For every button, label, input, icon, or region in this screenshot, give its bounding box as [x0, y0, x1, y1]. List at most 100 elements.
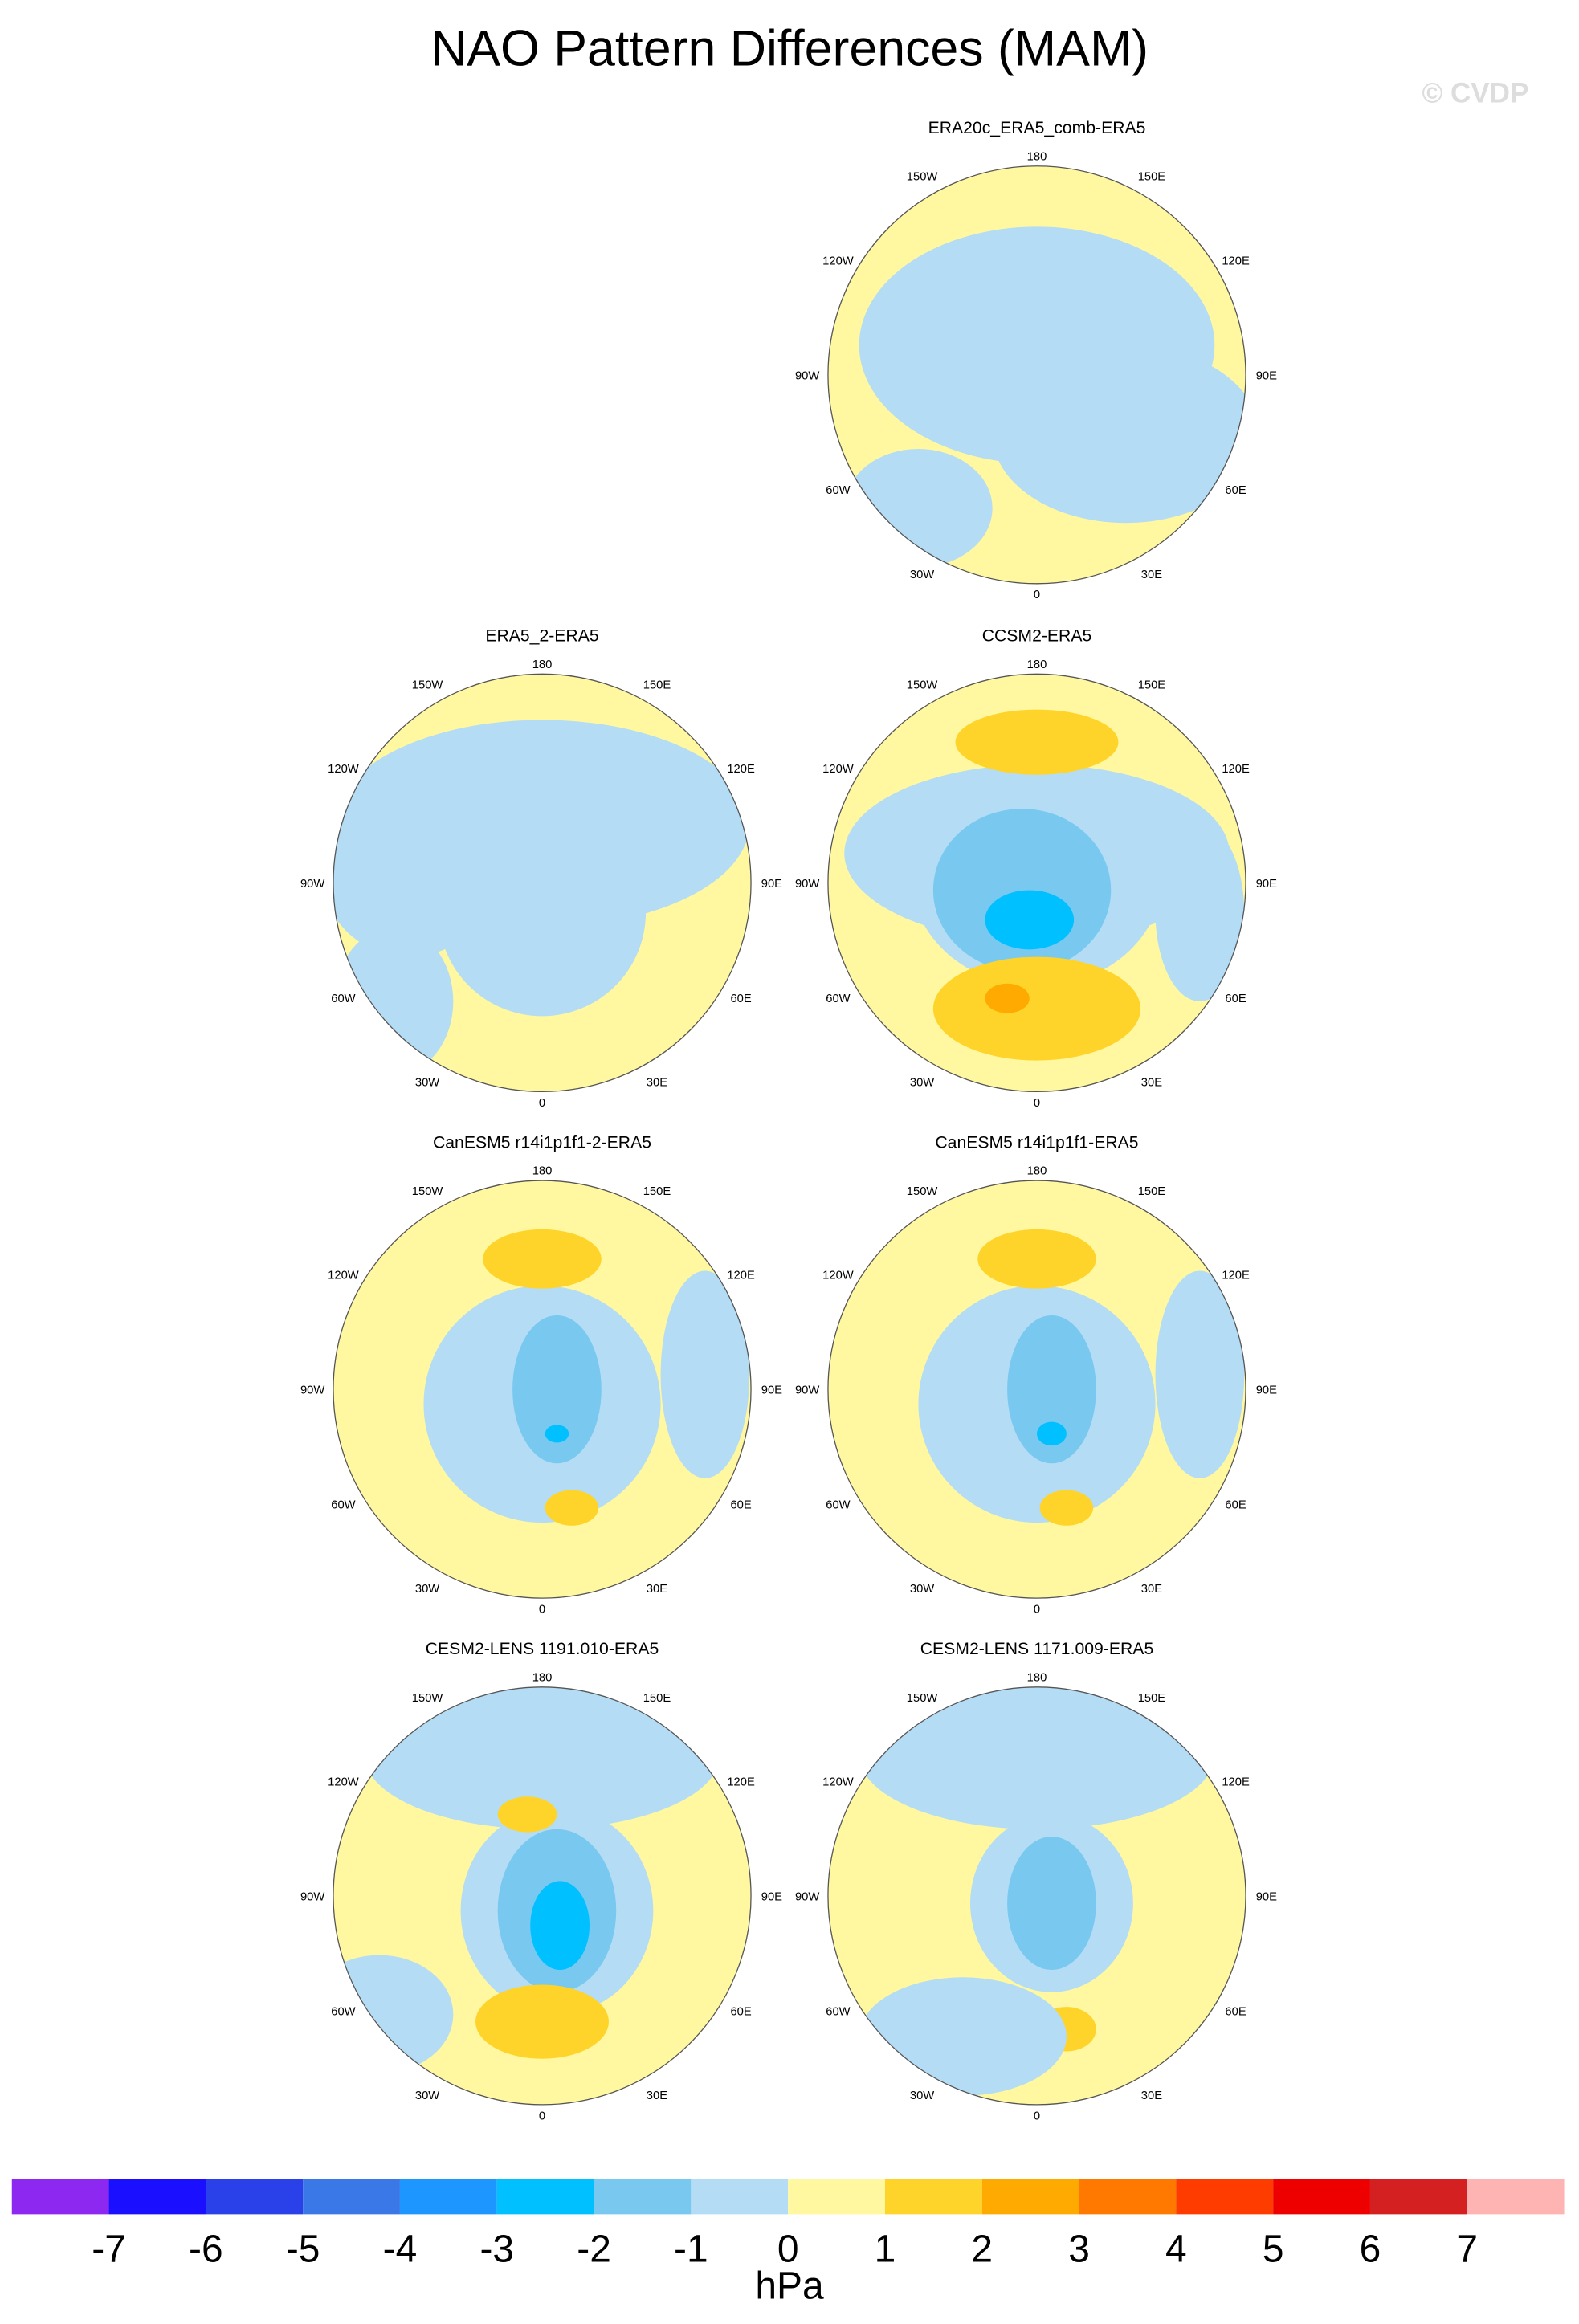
longitude-label: 120E	[1222, 1776, 1250, 1788]
colorbar-box	[594, 2179, 692, 2215]
anomaly-region	[333, 1955, 454, 2074]
longitude-label: 60W	[331, 993, 355, 1005]
longitude-label: 0	[1034, 1604, 1040, 1617]
longitude-label: 30W	[415, 1583, 439, 1596]
longitude-label: 0	[539, 2110, 545, 2122]
colorbar-box	[1369, 2179, 1467, 2215]
longitude-label: 90E	[1256, 1384, 1277, 1397]
longitude-label: 150E	[643, 1185, 671, 1198]
longitude-label: 120E	[727, 763, 755, 776]
longitude-label: 120W	[822, 255, 854, 267]
longitude-label: 90W	[795, 1890, 819, 1903]
colorbar-tick-label: -2	[577, 2228, 611, 2270]
longitude-label: 150W	[907, 171, 938, 184]
longitude-label: 120W	[822, 1270, 854, 1282]
anomaly-region	[881, 330, 1015, 420]
longitude-label: 150E	[1138, 1185, 1166, 1198]
map-body	[333, 1686, 752, 2105]
map-panel: CESM2-LENS 1171.009-ERA5 180 150E 120E 90E 60…	[795, 1640, 1277, 2122]
longitude-label: 120E	[727, 1270, 755, 1282]
longitude-label: 120W	[328, 763, 359, 776]
map-body	[827, 1180, 1246, 1599]
colorbar-box	[884, 2179, 982, 2215]
longitude-label: 120W	[328, 1776, 359, 1788]
longitude-label: 180	[1027, 1165, 1047, 1178]
anomaly-region	[545, 1425, 569, 1443]
longitude-label: 150E	[643, 1692, 671, 1705]
colorbar-box	[1467, 2179, 1565, 2215]
longitude-label: 90E	[761, 1384, 782, 1397]
longitude-label: 150E	[1138, 1692, 1166, 1705]
anomaly-region	[859, 1686, 1215, 1829]
colorbar-tick-label: 4	[1165, 2228, 1187, 2270]
longitude-label: 0	[539, 1604, 545, 1617]
anomaly-region	[1155, 1270, 1245, 1478]
anomaly-region	[1155, 823, 1245, 1001]
longitude-label: 180	[1027, 658, 1047, 671]
anomaly-region	[985, 890, 1075, 950]
longitude-label: 90W	[300, 1890, 324, 1903]
longitude-label: 120W	[822, 763, 854, 776]
map-border	[333, 673, 752, 1093]
longitude-label: 60W	[331, 1499, 355, 1512]
map-border	[333, 1180, 752, 1599]
map-body	[333, 674, 752, 1092]
colorbar-box	[1079, 2179, 1177, 2215]
colorbar-box	[496, 2179, 594, 2215]
anomaly-region	[1007, 1837, 1096, 1971]
longitude-label: 60W	[826, 2005, 850, 2018]
colorbar-label: hPa	[755, 2265, 824, 2307]
longitude-label: 90W	[795, 1384, 819, 1397]
longitude-label: 30W	[415, 2090, 439, 2102]
map-body	[827, 1686, 1246, 2105]
colorbar-box	[981, 2179, 1079, 2215]
map-border	[827, 1180, 1246, 1599]
colorbar-tick-label: -5	[286, 2228, 320, 2270]
colorbar-box	[11, 2179, 109, 2215]
watermark: © CVDP	[1422, 77, 1528, 108]
longitude-label: 0	[1034, 2110, 1040, 2122]
longitude-label: 30W	[910, 1076, 934, 1089]
longitude-label: 180	[532, 1165, 553, 1178]
colorbar-tick-label: 3	[1068, 2228, 1090, 2270]
longitude-label: 150W	[907, 1692, 938, 1705]
longitude-label: 150W	[412, 679, 443, 691]
anomaly-region	[483, 1229, 602, 1289]
colorbar-box	[399, 2179, 497, 2215]
longitude-label: 180	[532, 1671, 553, 1684]
anomaly-region	[545, 1490, 599, 1526]
map-panel: CCSM2-ERA5 180 150E 120E 90E 60E 30E 0 30W 60W 90W…	[795, 627, 1277, 1110]
longitude-label: 0	[1034, 589, 1040, 601]
longitude-label: 150W	[907, 1185, 938, 1198]
panel-title: CESM2-LENS 1171.009-ERA5	[920, 1640, 1154, 1658]
colorbar-box	[303, 2179, 400, 2215]
longitude-label: 60E	[730, 1499, 751, 1512]
longitude-label: 180	[1027, 1671, 1047, 1684]
colorbar-tick-label: -6	[189, 2228, 223, 2270]
colorbar-tick-label: -7	[92, 2228, 126, 2270]
longitude-label: 180	[532, 658, 553, 671]
colorbar-box	[1176, 2179, 1274, 2215]
colorbar-tick-label: -1	[674, 2228, 708, 2270]
panel-title: CanESM5 r14i1p1f1-2-ERA5	[433, 1133, 651, 1152]
anomaly-region	[859, 1977, 1067, 2096]
anomaly-region	[1036, 1421, 1067, 1446]
anomaly-region	[985, 983, 1030, 1013]
colorbar-tick-label: -4	[383, 2228, 418, 2270]
panel-title: CESM2-LENS 1191.010-ERA5	[426, 1640, 659, 1658]
colorbar-box	[788, 2179, 885, 2215]
longitude-label: 150W	[907, 679, 938, 691]
longitude-label: 120E	[1222, 1270, 1250, 1282]
panel-title: ERA20c_ERA5_comb-ERA5	[928, 119, 1146, 137]
colorbar-box	[1273, 2179, 1370, 2215]
longitude-label: 120W	[328, 1270, 359, 1282]
longitude-label: 30W	[415, 1076, 439, 1089]
longitude-label: 90W	[795, 369, 819, 382]
figure-title: NAO Pattern Differences (MAM)	[430, 20, 1149, 76]
longitude-label: 90E	[1256, 878, 1277, 891]
anomaly-region	[977, 1229, 1096, 1289]
map-panel: CanESM5 r14i1p1f1-ERA5 180 150E 120E 90E 60E 3…	[795, 1133, 1277, 1616]
map-panel: ERA5_2-ERA5 180 150E 120E 90E 60E 30E 0 30W 60W 90…	[300, 627, 782, 1110]
longitude-label: 60W	[826, 484, 850, 497]
